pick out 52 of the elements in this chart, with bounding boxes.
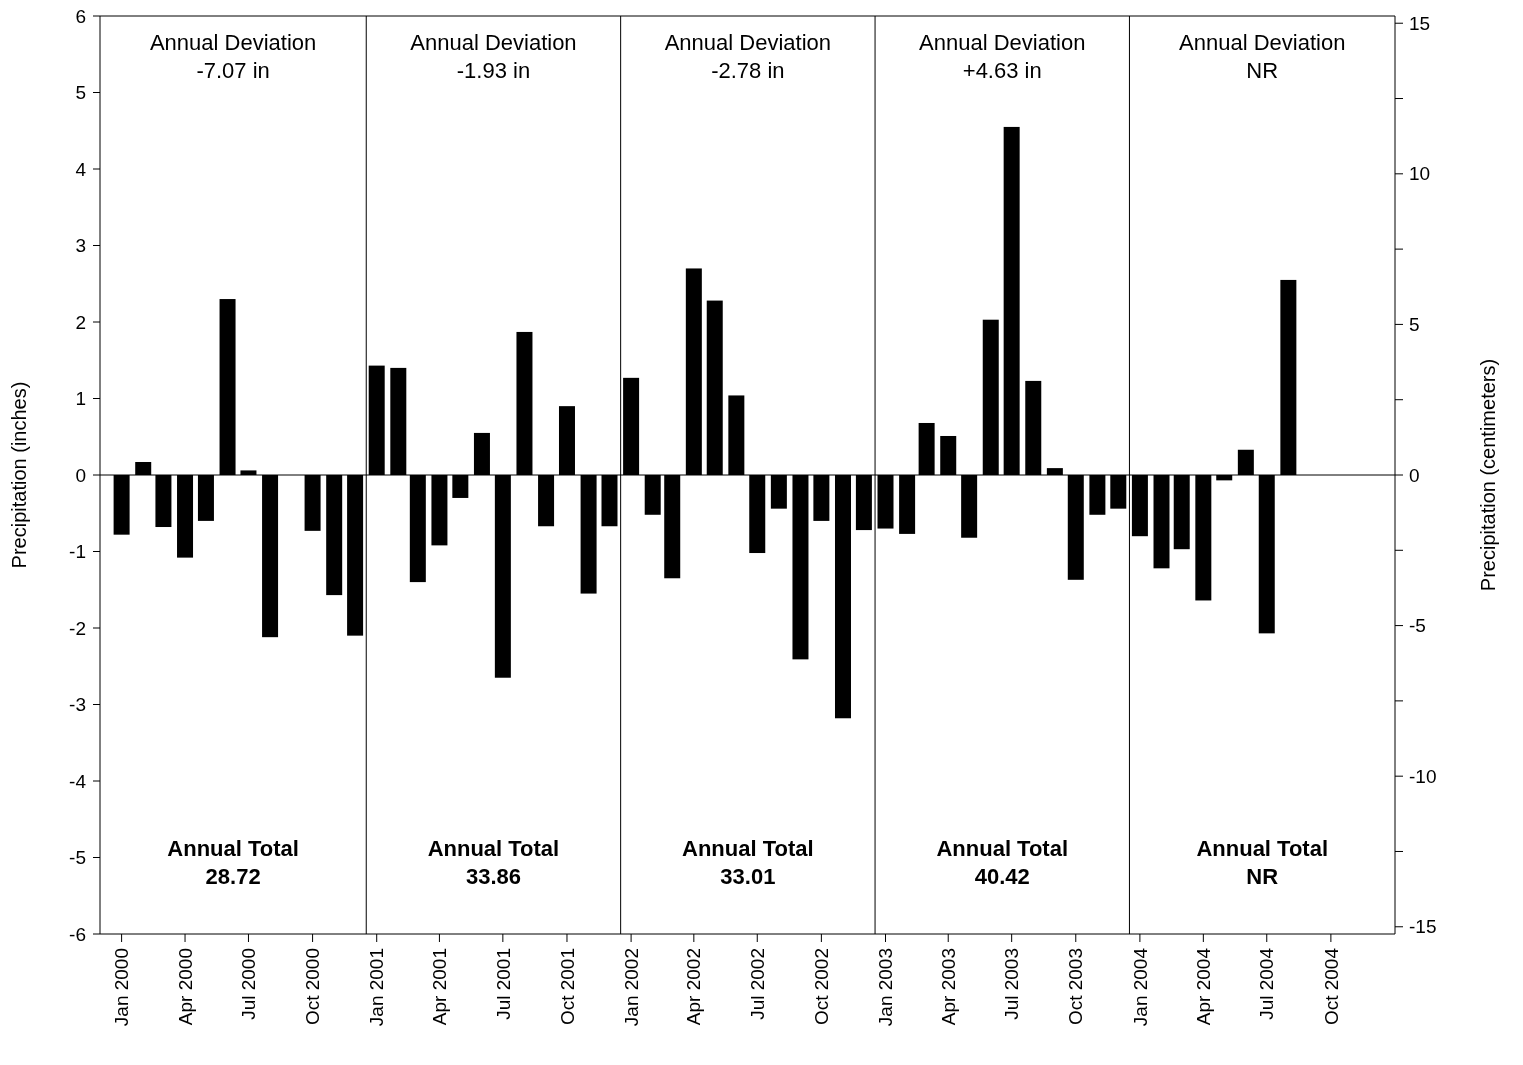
y-tick-label: 4 bbox=[75, 158, 87, 180]
y2-axis-title: Precipitation (centimeters) bbox=[1477, 358, 1499, 592]
y-tick-label: -3 bbox=[69, 694, 86, 716]
y2-tick-label: -5 bbox=[1409, 615, 1426, 637]
y-tick-label: 3 bbox=[75, 235, 86, 257]
y-tick-label: -4 bbox=[69, 770, 87, 792]
annotation: Annual Total 40.42 bbox=[936, 836, 1069, 889]
x-tick-label: Jan 2003 bbox=[875, 948, 897, 1027]
x-tick-label: Oct 2003 bbox=[1065, 948, 1087, 1026]
x-tick-label: Jan 2000 bbox=[111, 948, 133, 1027]
y-tick-label: -1 bbox=[69, 541, 86, 563]
y2-tick-label: 10 bbox=[1409, 163, 1431, 185]
x-tick-label: Apr 2000 bbox=[174, 948, 196, 1026]
x-tick-label: Jul 2004 bbox=[1256, 947, 1278, 1020]
annotation: Annual Deviation -7.07 in bbox=[149, 30, 317, 83]
x-tick-label: Jan 2002 bbox=[620, 948, 642, 1027]
annotation: Annual Total 33.86 bbox=[427, 836, 560, 889]
y-tick-label: 5 bbox=[75, 82, 86, 104]
y-tick-label: -2 bbox=[69, 617, 86, 639]
y-tick-label: 6 bbox=[75, 5, 86, 27]
y-axis-title: Precipitation (inches) bbox=[8, 381, 30, 569]
y2-tick-label: 0 bbox=[1409, 464, 1420, 486]
y-tick-label: -5 bbox=[69, 847, 86, 869]
x-tick-label: Jul 2003 bbox=[1001, 948, 1023, 1020]
annotation: Annual Total 33.01 bbox=[682, 836, 814, 889]
y-tick-label: 0 bbox=[75, 464, 86, 486]
annotation: Annual Deviation -1.93 in bbox=[410, 30, 577, 83]
y-tick-label: -6 bbox=[69, 923, 86, 945]
y2-tick-label: -15 bbox=[1409, 916, 1437, 938]
y-tick-label: 2 bbox=[75, 311, 86, 333]
x-tick-label: Jul 2001 bbox=[492, 948, 514, 1020]
x-tick-label: Oct 2004 bbox=[1320, 947, 1342, 1026]
annotation: Annual Deviation NR bbox=[1179, 30, 1346, 83]
annotation: Annual Deviation +4.63 in bbox=[919, 30, 1086, 83]
x-tick-label: Apr 2004 bbox=[1192, 947, 1214, 1026]
x-tick-label: Jan 2001 bbox=[366, 948, 388, 1027]
annotation: Annual Total 28.72 bbox=[167, 836, 299, 889]
x-tick-label: Apr 2001 bbox=[429, 948, 451, 1026]
y-tick-label: 1 bbox=[75, 388, 86, 410]
x-tick-label: Jan 2004 bbox=[1129, 947, 1151, 1027]
x-tick-label: Oct 2002 bbox=[811, 948, 833, 1026]
annotation: Annual Total NR bbox=[1196, 836, 1329, 889]
y2-tick-label: -10 bbox=[1409, 765, 1437, 787]
x-tick-label: Apr 2003 bbox=[937, 948, 959, 1026]
x-tick-label: Jul 2002 bbox=[746, 948, 768, 1020]
annotation: Annual Deviation -2.78 in bbox=[664, 30, 832, 83]
x-tick-label: Jul 2000 bbox=[238, 948, 260, 1020]
y2-tick-label: 5 bbox=[1409, 314, 1420, 336]
x-tick-label: Apr 2002 bbox=[683, 948, 705, 1026]
y2-tick-label: 15 bbox=[1409, 12, 1431, 34]
x-tick-label: Oct 2001 bbox=[556, 948, 578, 1026]
x-tick-label: Oct 2000 bbox=[302, 948, 324, 1026]
